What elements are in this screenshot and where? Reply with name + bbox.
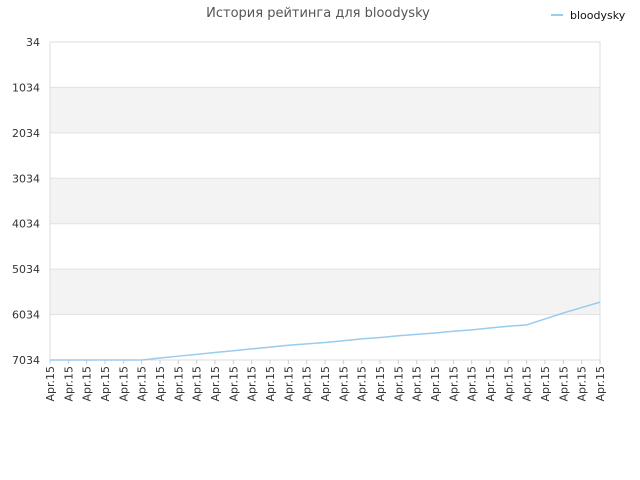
x-tick-label: Apr.15 xyxy=(282,366,295,402)
x-tick-label: Apr.15 xyxy=(337,366,350,402)
x-tick-label: Apr.15 xyxy=(246,366,259,402)
y-tick-label: 6034 xyxy=(12,309,40,322)
grid-band xyxy=(50,42,600,88)
legend: bloodysky xyxy=(551,9,626,22)
series-line-bloodysky xyxy=(50,301,601,361)
x-axis: Apr.15 Apr.15 Apr.15 Apr.15 Apr.15 Apr.15 Apr.… xyxy=(44,360,607,402)
y-tick-label: 1034 xyxy=(12,81,40,94)
legend-label: bloodysky xyxy=(570,9,626,22)
x-tick-label: Apr.15 xyxy=(117,366,130,402)
grid-band xyxy=(50,87,600,133)
x-tick-label: Apr.15 xyxy=(374,366,387,402)
y-tick-label: 3034 xyxy=(12,172,40,185)
x-tick-label: Apr.15 xyxy=(539,366,552,402)
x-tick-label: Apr.15 xyxy=(576,366,589,402)
x-tick-label: Apr.15 xyxy=(301,366,314,402)
x-tick-label: Apr.15 xyxy=(191,366,204,402)
x-tick-label: Apr.15 xyxy=(356,366,369,402)
x-tick-label: Apr.15 xyxy=(521,366,534,402)
grid-band xyxy=(50,178,600,224)
x-tick-label: Apr.15 xyxy=(154,366,167,402)
x-tick-label: Apr.15 xyxy=(502,366,515,402)
y-tick-label: 7034 xyxy=(12,354,40,367)
y-tick-label: 5034 xyxy=(12,263,40,276)
x-tick-label: Apr.15 xyxy=(392,366,405,402)
grid-band xyxy=(50,269,600,315)
chart-title: История рейтинга для bloodysky xyxy=(206,6,430,21)
x-tick-label: Apr.15 xyxy=(44,366,57,402)
series-layer xyxy=(50,301,601,361)
grid-band xyxy=(50,223,600,270)
x-tick-label: Apr.15 xyxy=(594,366,607,402)
x-tick-label: Apr.15 xyxy=(264,366,277,402)
x-tick-label: Apr.15 xyxy=(319,366,332,402)
x-tick-label: Apr.15 xyxy=(227,366,240,402)
grid-band xyxy=(50,132,600,179)
y-tick-label: 34 xyxy=(26,36,40,49)
y-axis: 34 1034 2034 3034 4034 5034 6034 7034 xyxy=(12,36,40,367)
x-tick-label: Apr.15 xyxy=(411,366,424,402)
x-tick-label: Apr.15 xyxy=(209,366,222,402)
y-tick-label: 2034 xyxy=(12,127,40,140)
x-tick-label: Apr.15 xyxy=(557,366,570,402)
x-tick-label: Apr.15 xyxy=(81,366,94,402)
x-tick-label: Apr.15 xyxy=(429,366,442,402)
x-tick-label: Apr.15 xyxy=(172,366,185,402)
grid-band xyxy=(50,314,600,360)
x-tick-label: Apr.15 xyxy=(136,366,149,402)
x-tick-label: Apr.15 xyxy=(62,366,75,402)
x-tick-label: Apr.15 xyxy=(99,366,112,402)
x-tick-label: Apr.15 xyxy=(447,366,460,402)
x-tick-label: Apr.15 xyxy=(466,366,479,402)
x-tick-label: Apr.15 xyxy=(484,366,497,402)
y-tick-label: 4034 xyxy=(12,218,40,231)
grid-bands xyxy=(50,41,600,360)
